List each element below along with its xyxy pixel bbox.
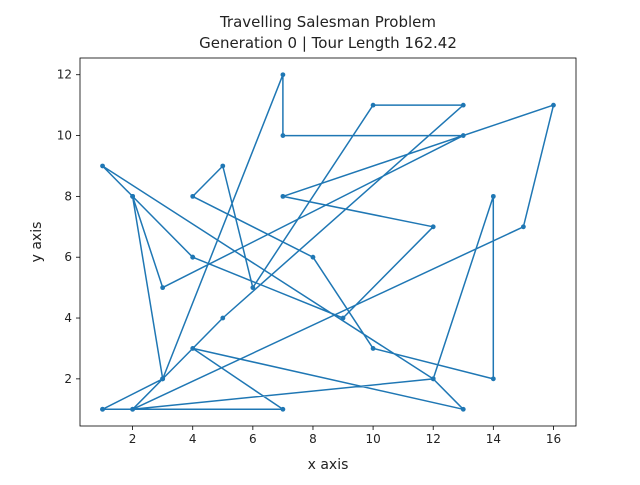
plot-area: 2 4 6 8 10 12 14 16 2 4 6 8 10 12	[57, 57, 577, 446]
tour-path-line	[101, 73, 555, 411]
city-point	[280, 406, 286, 412]
city-point	[130, 193, 136, 199]
city-point	[160, 376, 166, 382]
y-tick-label: 12	[57, 68, 72, 82]
x-tick-label: 16	[546, 432, 561, 446]
x-tick-label: 12	[426, 432, 441, 446]
city-point	[460, 406, 466, 412]
city-point	[280, 193, 286, 199]
city-point	[430, 376, 436, 382]
city-point	[100, 163, 105, 169]
city-point	[190, 193, 196, 199]
city-point	[220, 315, 226, 321]
y-tick-label: 2	[64, 372, 72, 386]
city-point	[280, 133, 286, 138]
city-point	[430, 224, 436, 230]
chart-title: Travelling Salesman Problem	[219, 13, 436, 31]
x-tick-label: 2	[129, 432, 137, 446]
x-tick-label: 4	[189, 432, 197, 446]
city-point	[250, 285, 256, 291]
city-point	[490, 193, 496, 199]
city-point	[100, 406, 105, 412]
y-tick-label: 8	[64, 189, 72, 203]
city-point	[310, 254, 316, 260]
city-point	[160, 285, 166, 291]
x-tick-label: 8	[309, 432, 317, 446]
city-point	[460, 133, 466, 138]
city-point	[190, 346, 196, 351]
city-point	[520, 224, 526, 230]
city-point	[340, 315, 346, 321]
city-point	[130, 406, 136, 412]
chart-subtitle: Generation 0 | Tour Length 162.42	[199, 34, 457, 52]
y-tick-label: 6	[64, 250, 72, 264]
city-point	[551, 102, 556, 108]
city-point	[370, 102, 376, 108]
city-point	[190, 254, 196, 260]
y-tick-label: 10	[57, 129, 72, 143]
city-point	[220, 163, 226, 169]
city-point	[370, 346, 376, 351]
plot-frame	[79, 57, 577, 427]
x-axis-label: x axis	[308, 457, 349, 473]
city-point	[490, 376, 496, 382]
y-axis-label: y axis	[29, 222, 45, 263]
x-tick-label: 14	[486, 432, 501, 446]
city-point	[280, 72, 286, 78]
x-tick-label: 10	[365, 432, 380, 446]
y-tick-label: 4	[64, 311, 72, 325]
city-point	[460, 102, 466, 108]
x-tick-label: 6	[249, 432, 257, 446]
